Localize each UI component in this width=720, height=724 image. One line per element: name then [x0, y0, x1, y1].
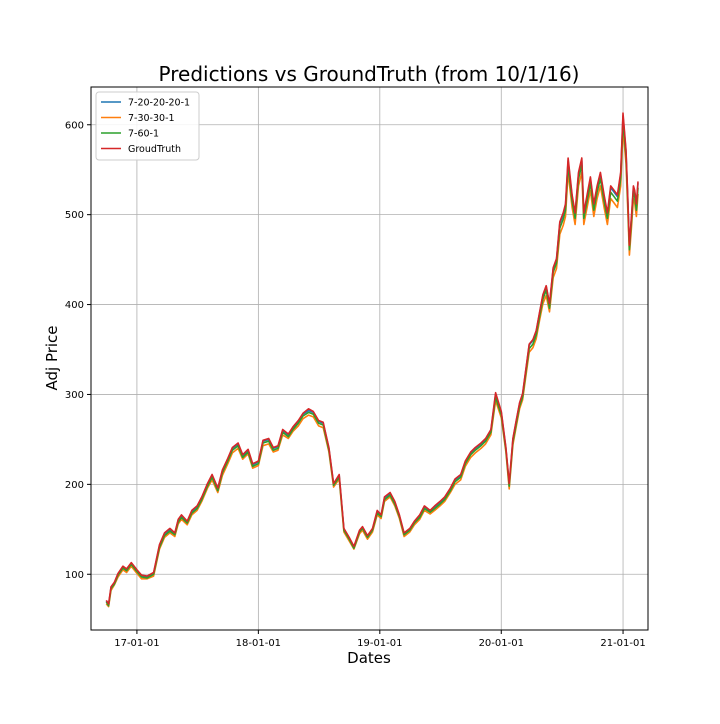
axis-ticks: 17-01-01 18-01-01 19-01-01 20-01-01 21-01-01…: [65, 120, 646, 649]
legend-label: 7-60-1: [128, 129, 159, 140]
x-axis-label: Dates: [347, 649, 391, 667]
x-tick-label: 20-01-01: [479, 638, 524, 649]
y-tick-label: 400: [65, 300, 84, 311]
y-tick-label: 500: [65, 210, 84, 221]
legend-label: 7-20-20-20-1: [128, 98, 190, 109]
x-tick-label: 17-01-01: [114, 638, 159, 649]
x-tick-label: 19-01-01: [357, 638, 402, 649]
y-tick-label: 300: [65, 390, 84, 401]
x-tick-label: 21-01-01: [600, 638, 645, 649]
series-line-groudtruth: [105, 112, 639, 605]
grid: [91, 87, 648, 630]
y-tick-label: 100: [65, 570, 84, 581]
chart-title: Predictions vs GroundTruth (from 10/1/16…: [159, 62, 580, 86]
legend-label: 7-30-30-1: [128, 113, 175, 124]
series-lines: [105, 112, 639, 608]
plot-frame: [90, 86, 649, 631]
y-tick-label: 600: [65, 120, 84, 131]
legend-box: [95, 91, 200, 161]
legend: 7-20-20-20-1 7-30-30-1 7-60-1 GroudTruth: [95, 91, 200, 161]
legend-label: GroudTruth: [128, 144, 181, 155]
y-tick-label: 200: [65, 480, 84, 491]
y-axis-label: Adj Price: [43, 325, 61, 390]
x-tick-label: 18-01-01: [236, 638, 281, 649]
